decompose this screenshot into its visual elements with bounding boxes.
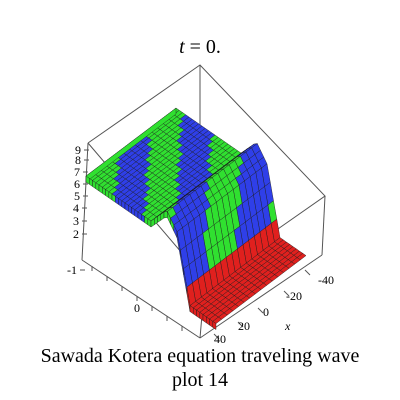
- surface-edge-wall: [85, 107, 177, 183]
- x-axis: -40 -20 0 20 40 x: [213, 269, 334, 346]
- x-tick-mark: [304, 269, 311, 276]
- x-tick-mark: [237, 321, 244, 328]
- z-tick-label: 2: [73, 227, 79, 241]
- z-tick-label: 4: [73, 201, 79, 215]
- x-tick-label: 20: [238, 319, 250, 333]
- surface-front-wall: [163, 211, 168, 219]
- surface-mesh: [85, 107, 307, 330]
- surface-front-wall: [212, 321, 217, 330]
- z-tick-label: -1: [67, 263, 77, 277]
- box-edge-bottom-right: [199, 254, 323, 339]
- title-variable: t: [179, 36, 185, 58]
- z-tick-label: 3: [73, 214, 79, 228]
- box-edge-bottom-left: [81, 259, 201, 339]
- z-tick-label: 6: [74, 177, 80, 191]
- x-tick-label: 0: [263, 305, 269, 319]
- z-tick-label: 9: [75, 143, 81, 157]
- x-tick-label: 40: [214, 332, 226, 346]
- x-tick-mark: [257, 307, 264, 314]
- plot-title: t = 0.: [0, 36, 400, 59]
- y-axis: 0: [91, 266, 183, 331]
- box-edge-right: [321, 195, 326, 256]
- caption-line-1: Sawada Kotera equation traveling wave: [40, 345, 360, 367]
- z-tick-label: 8: [75, 153, 81, 167]
- x-tick-mark: [283, 290, 290, 297]
- x-tick-mark: [213, 333, 220, 340]
- x-tick-label: -40: [318, 273, 334, 287]
- caption-line-2: plot 14: [171, 369, 229, 391]
- y-tick-label: 0: [134, 301, 140, 315]
- z-tick-label: 7: [74, 165, 80, 179]
- z-tick-label: 5: [74, 189, 80, 203]
- box-edge-left: [81, 142, 89, 261]
- x-tick-label: -20: [286, 289, 302, 303]
- title-value: = 0.: [184, 36, 221, 58]
- x-axis-label: x: [284, 319, 291, 333]
